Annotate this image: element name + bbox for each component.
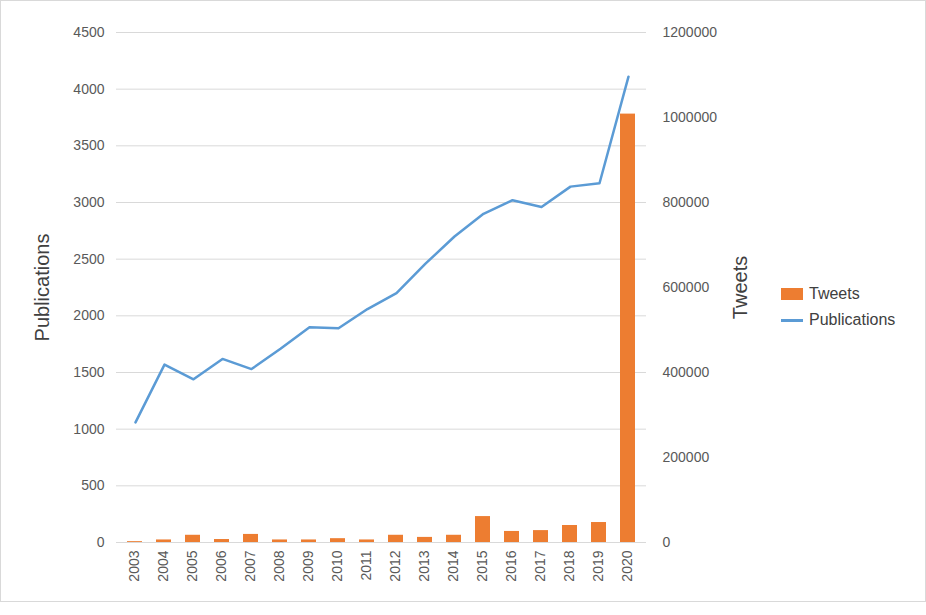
svg-text:2018: 2018 <box>561 550 577 581</box>
svg-text:2000: 2000 <box>73 307 104 323</box>
svg-text:4500: 4500 <box>73 24 104 40</box>
svg-text:2500: 2500 <box>73 251 104 267</box>
svg-text:2013: 2013 <box>416 550 432 581</box>
svg-text:0: 0 <box>97 534 105 550</box>
svg-text:400000: 400000 <box>663 364 710 380</box>
svg-text:0: 0 <box>663 534 671 550</box>
svg-text:Publications: Publications <box>31 234 53 342</box>
svg-text:800000: 800000 <box>663 194 710 210</box>
svg-text:1500: 1500 <box>73 364 104 380</box>
svg-text:2015: 2015 <box>474 550 490 581</box>
svg-text:2019: 2019 <box>590 550 606 581</box>
svg-text:2010: 2010 <box>329 550 345 581</box>
svg-text:1200000: 1200000 <box>663 24 718 40</box>
html-text:Tweets: Tweets <box>809 285 860 302</box>
svg-text:2011: 2011 <box>358 550 374 580</box>
html-text:Publications: Publications <box>809 311 896 328</box>
svg-text:600000: 600000 <box>663 279 710 295</box>
svg-text:2004: 2004 <box>155 550 171 581</box>
svg-text:500: 500 <box>81 477 105 493</box>
svg-text:2008: 2008 <box>271 550 287 581</box>
svg-text:2017: 2017 <box>532 550 548 581</box>
svg-text:Tweets: Tweets <box>729 256 751 319</box>
svg-text:2020: 2020 <box>619 550 635 581</box>
svg-text:1000000: 1000000 <box>663 109 718 125</box>
svg-text:2005: 2005 <box>184 550 200 581</box>
svg-text:2009: 2009 <box>300 550 316 581</box>
svg-text:2007: 2007 <box>242 550 258 581</box>
svg-text:2016: 2016 <box>503 550 519 581</box>
svg-text:3000: 3000 <box>73 194 104 210</box>
svg-text:3500: 3500 <box>73 137 104 153</box>
svg-text:2014: 2014 <box>445 550 461 581</box>
svg-text:4000: 4000 <box>73 81 104 97</box>
svg-text:2003: 2003 <box>126 550 142 581</box>
svg-text:2006: 2006 <box>213 550 229 581</box>
svg-text:2012: 2012 <box>387 550 403 581</box>
svg-text:1000: 1000 <box>73 421 104 437</box>
svg-text:200000: 200000 <box>663 449 710 465</box>
